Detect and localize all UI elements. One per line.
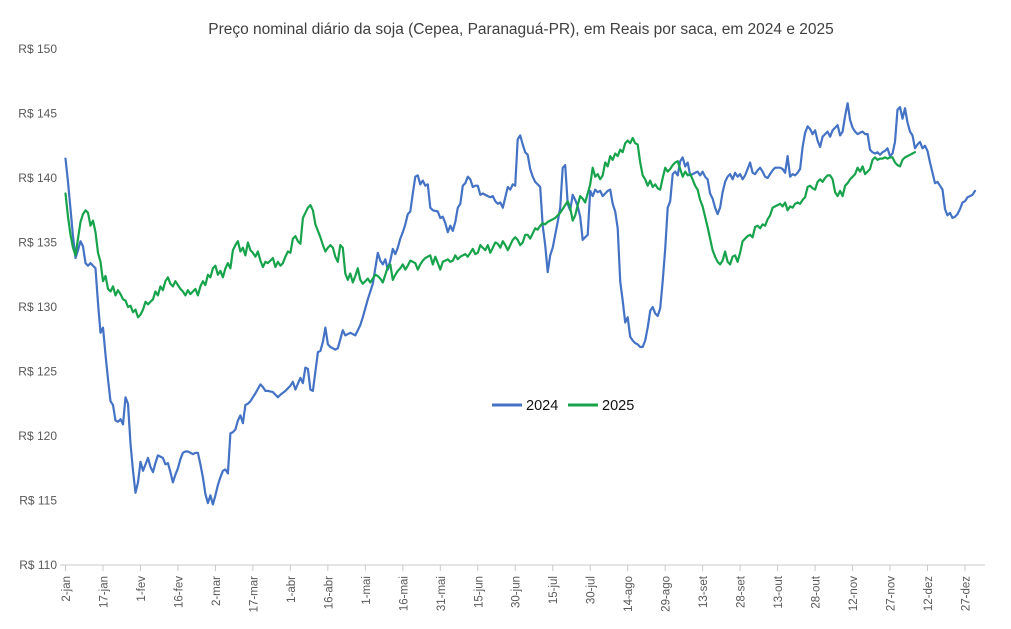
x-axis-tick-label: 1-abr <box>286 576 298 603</box>
x-axis-tick-label: 13-set <box>698 575 710 608</box>
x-axis-tick-label: 27-nov <box>886 576 898 611</box>
x-axis-tick-label: 30-jun <box>511 576 523 608</box>
x-axis-tick-label: 15-jun <box>473 576 485 608</box>
x-axis-tick-label: 16-fev <box>173 576 185 608</box>
x-axis-tick-label: 14-ago <box>623 576 635 612</box>
series-line-2024 <box>64 102 977 506</box>
y-axis-tick-label: R$ 150 <box>18 42 57 56</box>
x-axis-tick-label: 30-jul <box>586 576 598 604</box>
x-axis-tick-label: 2-mar <box>211 576 223 606</box>
x-axis-tick-label: 31-mai <box>436 576 448 611</box>
x-axis-tick-label: 28-set <box>736 575 748 608</box>
x-axis-tick-label: 15-jul <box>548 576 560 604</box>
legend: 2024 2025 <box>492 398 634 414</box>
y-axis: R$ 150 R$ 145 R$ 140 R$ 135 R$ 130 R$ 125 R$ 1… <box>18 42 57 572</box>
x-axis-tick-label: 2-jan <box>61 576 73 602</box>
x-axis-tick-label: 1-fev <box>136 576 148 602</box>
legend-label-2024: 2024 <box>526 398 558 414</box>
y-axis-tick-label: R$ 115 <box>19 494 57 508</box>
x-axis-tick-label: 1-mai <box>361 576 373 605</box>
y-axis-tick-label: R$ 110 <box>19 558 57 572</box>
y-axis-tick-label: R$ 130 <box>18 300 57 314</box>
y-axis-tick-label: R$ 125 <box>18 365 57 379</box>
x-axis-tick-label: 28-out <box>811 575 823 608</box>
x-axis-tick-label: 16-mai <box>398 576 410 611</box>
x-axis: 2-jan 17-jan 1-fev 16-fev 2-mar 17-mar 1-abr 16… <box>60 564 985 613</box>
x-axis-tick-label: 17-jan <box>98 576 110 608</box>
plot-area <box>64 102 977 506</box>
x-axis-tick-label: 13-out <box>773 575 785 608</box>
legend-label-2025: 2025 <box>602 398 634 414</box>
x-axis-tick-label: 12-nov <box>848 576 860 611</box>
y-axis-tick-label: R$ 145 <box>18 107 57 121</box>
x-axis-tick-label: 17-mar <box>248 576 260 613</box>
x-axis-tick-label: 16-abr <box>323 576 335 609</box>
y-axis-tick-label: R$ 140 <box>18 171 57 185</box>
y-axis-tick-label: R$ 135 <box>18 236 57 250</box>
x-axis-tick-label: 27-dez <box>960 576 972 611</box>
chart-title: Preço nominal diário da soja (Cepea, Par… <box>208 21 834 38</box>
y-axis-tick-label: R$ 120 <box>18 429 57 443</box>
x-axis-tick-label: 29-ago <box>661 576 673 612</box>
series-line-2025 <box>64 136 917 319</box>
x-axis-tick-label: 12-dez <box>923 576 935 611</box>
